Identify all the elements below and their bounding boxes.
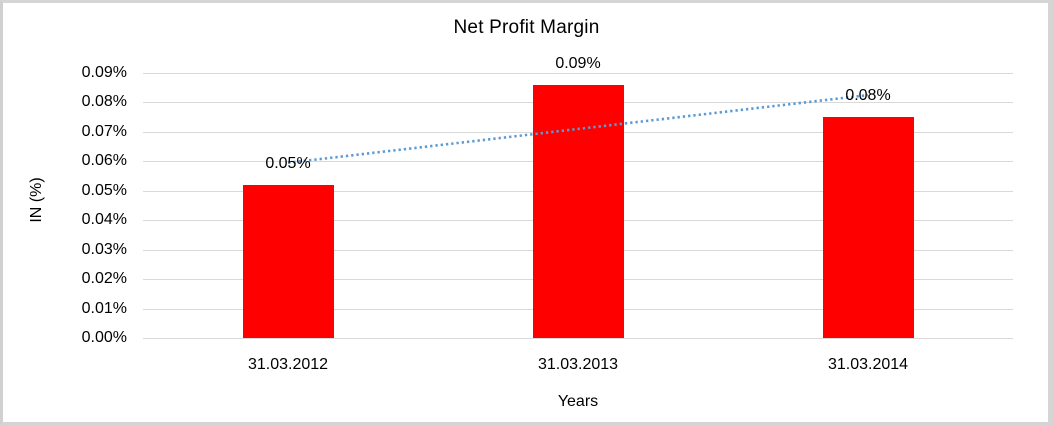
bar-data-label: 0.05% bbox=[265, 154, 311, 172]
y-axis-tick-label: 0.07% bbox=[81, 122, 127, 140]
y-axis-tick-label: 0.04% bbox=[81, 211, 127, 229]
y-axis-tick-label: 0.08% bbox=[81, 93, 127, 111]
bar bbox=[532, 84, 624, 338]
x-axis-tick-label: 31.03.2012 bbox=[247, 356, 329, 373]
y-axis-title: IN (%) bbox=[28, 177, 45, 223]
x-axis-tick-label: 31.03.2013 bbox=[537, 356, 619, 373]
y-axis-tick-label: 0.05% bbox=[81, 181, 127, 199]
chart-title: Net Profit Margin bbox=[453, 17, 600, 38]
bar bbox=[242, 184, 334, 338]
bar bbox=[822, 117, 914, 338]
bar-data-label: 0.09% bbox=[555, 54, 601, 72]
y-axis-tick-label: 0.01% bbox=[81, 299, 127, 317]
y-axis-tick-label: 0.09% bbox=[81, 64, 127, 81]
y-axis-tick-label: 0.03% bbox=[81, 240, 127, 258]
gridline bbox=[143, 338, 1013, 339]
y-axis-tick-label: 0.06% bbox=[81, 152, 127, 170]
y-axis-tick-label: 0.00% bbox=[81, 329, 127, 346]
x-axis-tick-label: 31.03.2014 bbox=[827, 356, 909, 373]
y-axis-tick-label: 0.02% bbox=[81, 270, 127, 288]
gridline bbox=[143, 73, 1013, 74]
x-axis-title: Years bbox=[557, 393, 599, 410]
bar-data-label: 0.08% bbox=[845, 87, 891, 105]
